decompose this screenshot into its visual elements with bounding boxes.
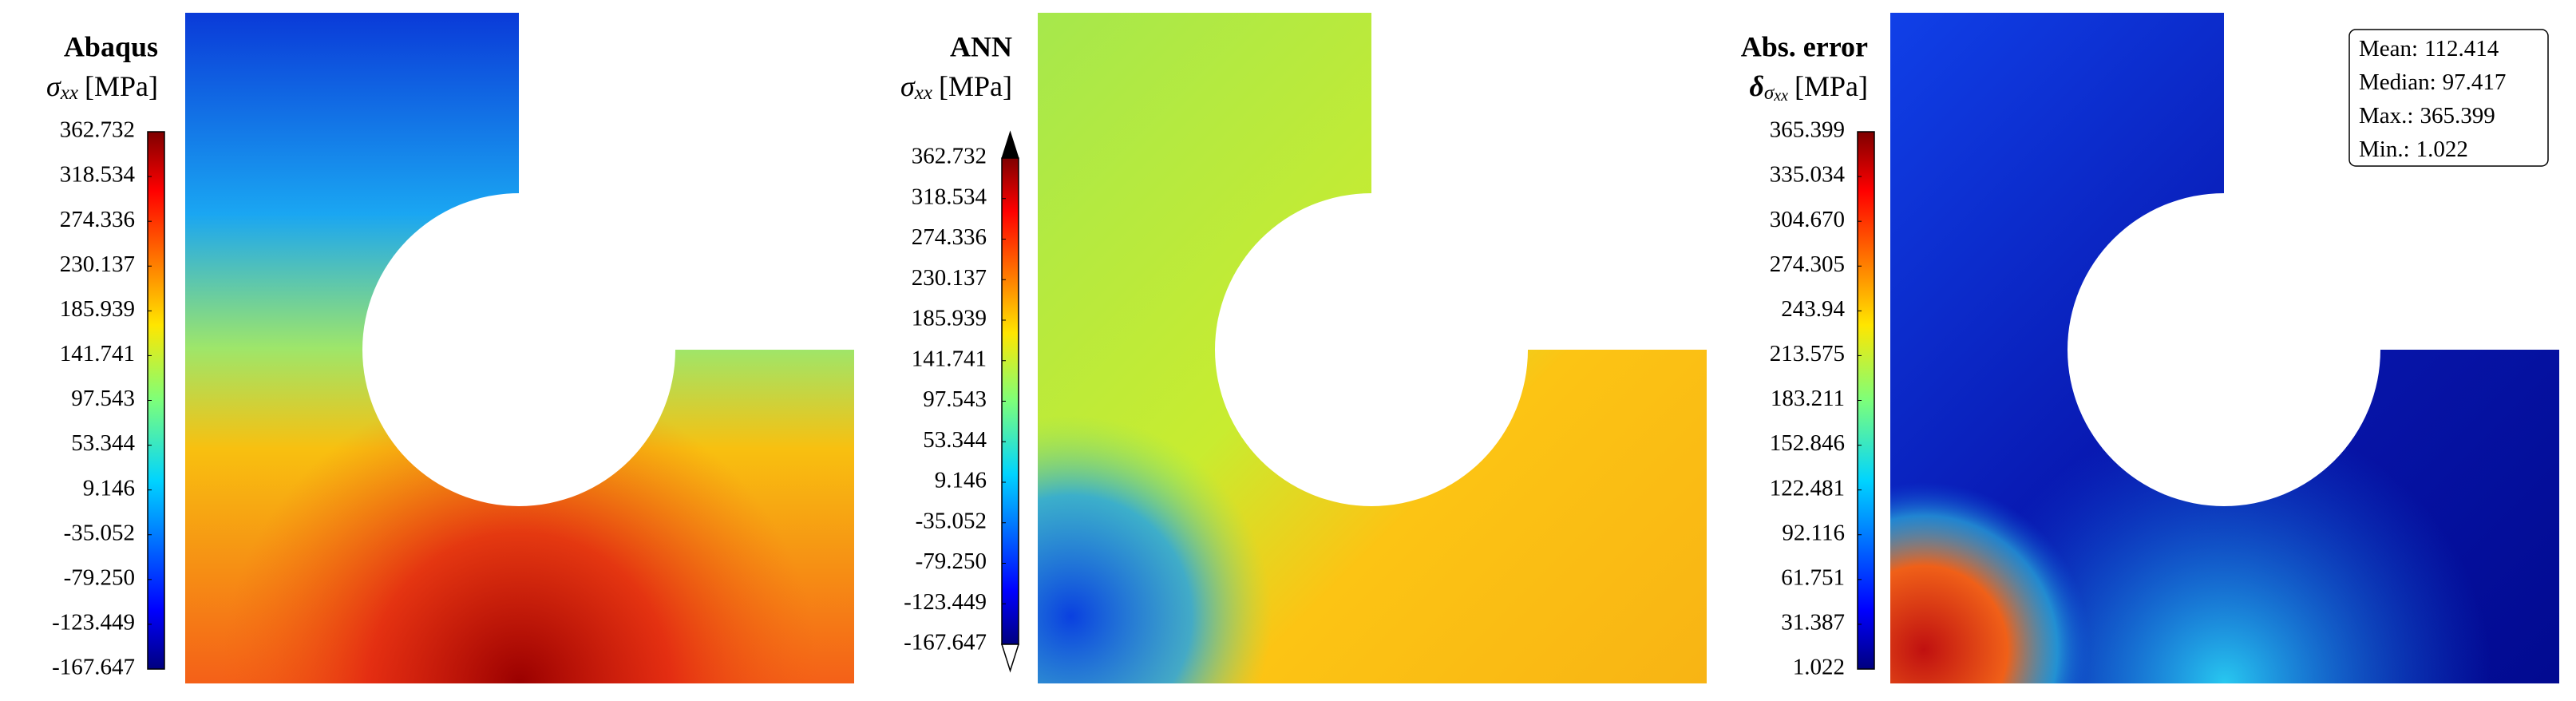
colorbar-tick-label: 61.751 — [1781, 564, 1845, 590]
stats-value: 365.399 — [2420, 103, 2495, 129]
colorbar-tick-label: 230.137 — [912, 265, 987, 291]
colorbar-tick-label: -79.250 — [64, 564, 135, 590]
colorbar-tick-label: 335.034 — [1770, 162, 1846, 188]
colorbar-extend-max — [1001, 130, 1019, 159]
stats-label: Median: — [2359, 69, 2436, 95]
stats-line: Mean: 112.414 — [2359, 36, 2499, 61]
unit: [MPa] — [939, 70, 1012, 102]
stats-line: Median: 97.417 — [2359, 69, 2506, 95]
subscript: xx — [60, 82, 78, 104]
colorbar-tick-label: 1.022 — [1793, 655, 1845, 680]
subsubscript: xx — [1773, 87, 1788, 105]
colorbar-tick-label: 304.670 — [1770, 207, 1845, 232]
stats-line: Min.: 1.022 — [2359, 137, 2468, 162]
colorbar-tick-label: 274.336 — [912, 224, 987, 250]
stats-line: Max.: 365.399 — [2359, 103, 2495, 129]
colorbar-tick-label: 362.732 — [912, 144, 987, 169]
colorbar-tick-label: 230.137 — [60, 251, 135, 277]
quantity-label: σxx [MPa] — [46, 70, 158, 104]
colorbar-tick-label: -123.449 — [52, 610, 135, 636]
colorbar-tick-label: 274.305 — [1770, 251, 1845, 277]
panel: ANN σxx [MPa] 362.732 318.534 274.336 230.137 1… — [900, 0, 1708, 683]
stats-label: Min.: — [2359, 137, 2410, 162]
colorbar-tick-label: 318.534 — [60, 162, 136, 188]
panel-title: Abs. error — [1741, 30, 1868, 62]
unit: [MPa] — [1794, 70, 1868, 102]
colorbar-tick-label: 9.146 — [83, 475, 135, 501]
subscript: σ — [1764, 82, 1775, 104]
colorbar-tick-label: 92.116 — [1782, 520, 1845, 545]
colorbar-tick-label: 362.732 — [60, 117, 135, 143]
quantity-label: δσxx [MPa] — [1749, 70, 1868, 104]
colorbar-tick-label: 185.939 — [912, 306, 987, 331]
colorbar-tick-label: 141.741 — [912, 346, 987, 371]
colorbar-tick-label: 97.543 — [923, 386, 987, 412]
colorbar-tick-label: -167.647 — [904, 630, 987, 655]
colorbar-extend-min — [1000, 644, 1020, 673]
stats-label: Max.: — [2359, 103, 2413, 129]
colorbar-tick-label: -167.647 — [52, 655, 135, 680]
stats-value: 1.022 — [2416, 137, 2468, 162]
colorbar-tick-label: 152.846 — [1770, 430, 1845, 456]
stats-label: Mean: — [2359, 36, 2418, 61]
subscript: xx — [914, 82, 932, 104]
colorbar-tick-label: 365.399 — [1770, 117, 1845, 143]
unit: [MPa] — [85, 70, 158, 102]
colorbar-tick-label: 183.211 — [1771, 386, 1845, 411]
hole — [362, 193, 675, 506]
stats-box — [2348, 29, 2549, 167]
symbol: δ — [1749, 70, 1763, 102]
colorbar-tick-label: 122.481 — [1770, 475, 1845, 501]
colorbar-tick-label: 31.387 — [1781, 610, 1845, 636]
colorbar-tick-label: 141.741 — [60, 341, 135, 366]
symbol: σ — [900, 70, 916, 102]
colorbar-tick-label: 243.94 — [1781, 296, 1845, 322]
colorbar-tick-label: 53.344 — [71, 430, 135, 456]
panel-title: ANN — [950, 30, 1012, 62]
symbol: σ — [46, 70, 61, 102]
panel: Abs. error δσxx [MPa] 365.399 335.034 304.670… — [1741, 0, 2561, 683]
stats-value: 97.417 — [2443, 69, 2507, 95]
colorbar-tick-label: -79.250 — [916, 549, 987, 574]
stats-value: 112.414 — [2424, 36, 2499, 61]
colorbar-tick-label: 185.939 — [60, 296, 135, 322]
panel-title: Abaqus — [64, 30, 158, 62]
colorbar-tick-label: -123.449 — [904, 589, 987, 615]
colorbar-tick-label: 318.534 — [912, 184, 987, 209]
hole — [2068, 193, 2380, 506]
colorbar-tick-label: -35.052 — [64, 520, 135, 545]
colorbar-tick-label: -35.052 — [916, 508, 987, 533]
colorbar-tick-label: 9.146 — [935, 468, 987, 493]
hole — [1215, 193, 1528, 506]
quantity-label: σxx [MPa] — [900, 70, 1012, 104]
colorbar-tick-label: 97.543 — [71, 386, 135, 411]
colorbar-tick-label: 274.336 — [60, 207, 135, 232]
colorbar-tick-label: 53.344 — [923, 427, 987, 453]
colorbar-tick-label: 213.575 — [1770, 341, 1845, 366]
